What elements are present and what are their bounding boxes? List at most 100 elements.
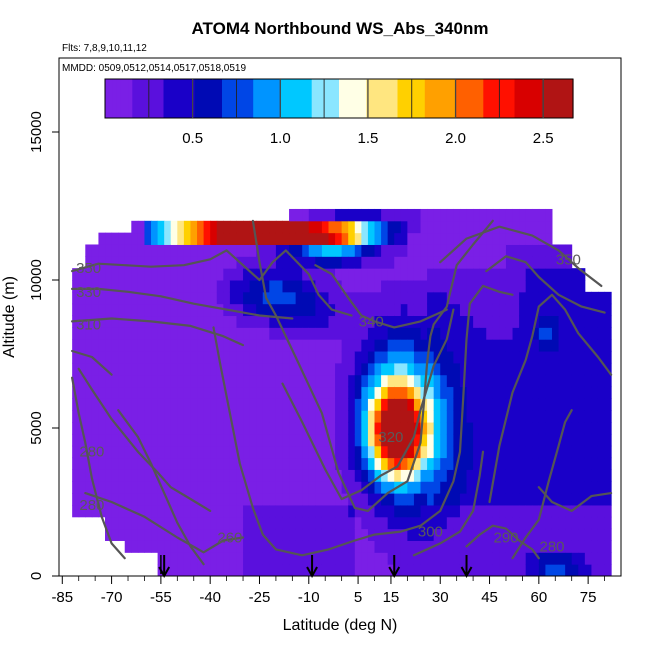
heatmap-cell	[118, 268, 126, 281]
heatmap-cell	[413, 398, 422, 411]
heatmap-cell	[597, 422, 606, 435]
heatmap-cell	[400, 422, 408, 435]
heatmap-cell	[387, 504, 395, 518]
heatmap-cell	[466, 540, 474, 553]
heatmap-cell	[151, 398, 159, 411]
heatmap-cell	[453, 481, 461, 494]
heatmap-cell	[381, 280, 389, 293]
heatmap-cell	[105, 481, 113, 494]
heatmap-cell	[249, 445, 257, 459]
heatmap-cell	[584, 291, 592, 305]
heatmap-cell	[295, 268, 303, 281]
heatmap-cell	[275, 493, 283, 506]
heatmap-cell	[453, 256, 461, 269]
heatmap-cell	[170, 220, 178, 234]
heatmap-cell	[302, 268, 310, 281]
heatmap-cell	[512, 445, 520, 459]
heatmap-cell	[591, 386, 599, 399]
heatmap-cell	[131, 327, 139, 340]
heatmap-cell	[492, 493, 500, 506]
heatmap-cell	[210, 280, 218, 293]
heatmap-cell	[492, 504, 500, 518]
heatmap-cell	[499, 256, 507, 269]
heatmap-cell	[210, 232, 218, 245]
heatmap-cell	[538, 433, 546, 447]
heatmap-cell	[420, 504, 428, 518]
colorbar-segment	[432, 79, 438, 118]
heatmap-cell	[420, 481, 428, 494]
heatmap-cell	[289, 386, 297, 399]
heatmap-cell	[302, 315, 310, 328]
x-tick-label: 15	[383, 589, 400, 606]
heatmap-cell	[538, 540, 546, 553]
heatmap-cell	[269, 398, 277, 411]
heatmap-cell	[538, 291, 546, 305]
heatmap-cell	[289, 469, 297, 482]
heatmap-cell	[571, 493, 579, 506]
colorbar-tick-label: 2.5	[533, 130, 554, 147]
heatmap-cell	[335, 291, 343, 305]
heatmap-cell	[400, 220, 408, 234]
heatmap-cell	[565, 552, 573, 565]
heatmap-cell	[151, 457, 159, 470]
heatmap-cell	[492, 303, 500, 317]
heatmap-cell	[427, 433, 435, 447]
y-tick-label: 0	[28, 572, 45, 580]
heatmap-cell	[308, 481, 316, 494]
heatmap-cell	[519, 481, 527, 494]
heatmap-cell	[315, 327, 323, 340]
heatmap-cell	[223, 481, 231, 494]
heatmap-cell	[151, 327, 159, 340]
heatmap-cell	[479, 481, 487, 494]
heatmap-cell	[440, 445, 448, 459]
heatmap-cell	[354, 386, 362, 399]
heatmap-cell	[551, 564, 560, 577]
heatmap-cell	[584, 374, 592, 388]
heatmap-cell	[183, 493, 191, 506]
heatmap-cell	[321, 362, 329, 376]
heatmap-cell	[367, 303, 376, 317]
heatmap-cell	[105, 327, 113, 340]
heatmap-cell	[118, 374, 126, 388]
heatmap-cell	[545, 504, 553, 518]
colorbar-segment	[424, 79, 430, 118]
heatmap-cell	[289, 433, 297, 447]
heatmap-cell	[170, 386, 178, 399]
heatmap-cell	[466, 268, 474, 281]
heatmap-cell	[558, 362, 566, 376]
heatmap-cell	[394, 280, 402, 293]
heatmap-cell	[328, 552, 336, 565]
heatmap-cell	[492, 516, 500, 530]
heatmap-cell	[157, 268, 165, 281]
heatmap-cell	[413, 232, 422, 245]
heatmap-cell	[269, 433, 277, 447]
heatmap-cell	[223, 398, 231, 411]
contour-label: 310	[76, 316, 101, 333]
heatmap-cell	[532, 362, 540, 376]
colorbar-segment	[393, 79, 399, 118]
heatmap-cell	[427, 398, 435, 411]
colorbar-segment	[163, 79, 168, 118]
heatmap-cell	[545, 327, 553, 340]
heatmap-cell	[538, 457, 546, 470]
heatmap-cell	[243, 291, 251, 305]
heatmap-cell	[118, 256, 126, 269]
colorbar-segment	[502, 79, 508, 118]
heatmap-cell	[433, 481, 441, 494]
heatmap-cell	[328, 232, 336, 245]
heatmap-cell	[433, 552, 441, 565]
heatmap-cell	[183, 220, 191, 234]
heatmap-cell	[565, 303, 573, 317]
heatmap-cell	[131, 516, 139, 530]
heatmap-cell	[282, 351, 290, 364]
colorbar: 0.5 1.0 1.5 2.0 2.5	[104, 78, 574, 147]
heatmap-cell	[558, 291, 566, 305]
heatmap-cell	[262, 315, 270, 328]
heatmap-cell	[157, 327, 165, 340]
heatmap-cell	[367, 374, 376, 388]
heatmap-cell	[229, 244, 237, 257]
heatmap-cell	[256, 362, 264, 376]
colorbar-segment	[140, 79, 145, 118]
heatmap-cell	[190, 410, 198, 423]
heatmap-cell	[512, 422, 520, 435]
